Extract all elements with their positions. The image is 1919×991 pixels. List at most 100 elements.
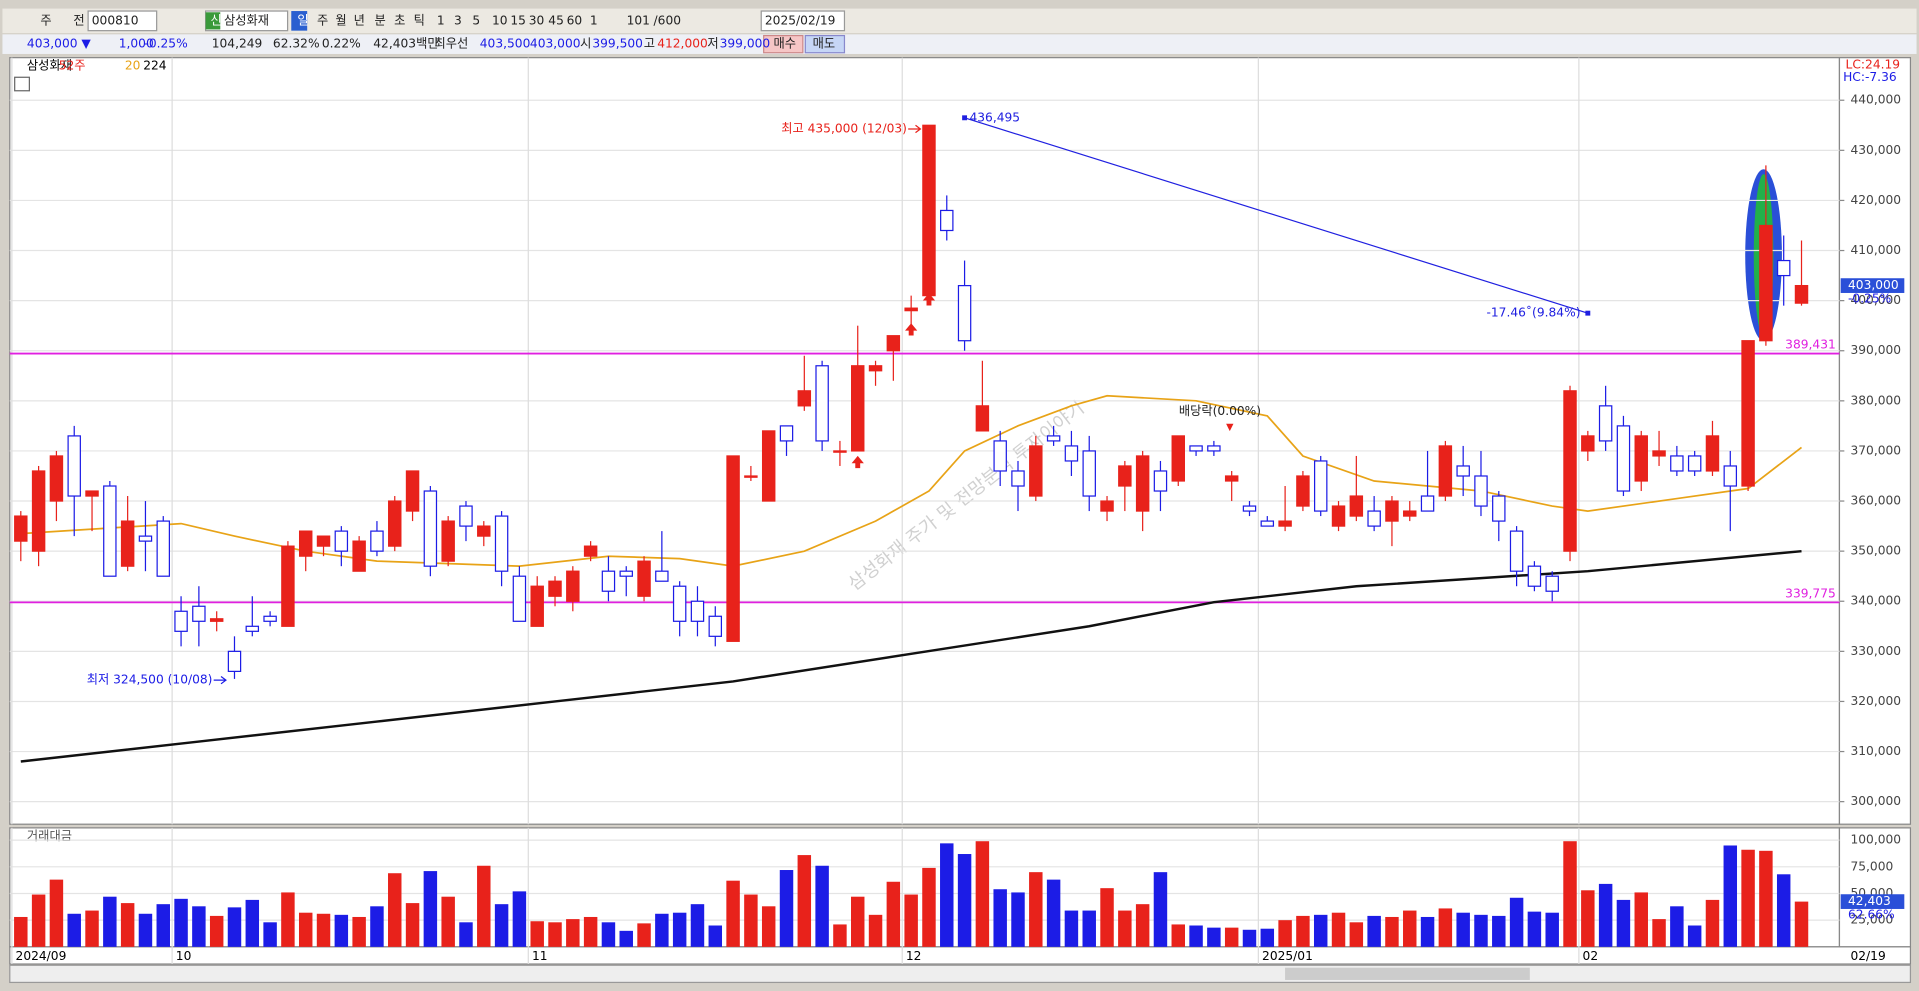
lc-label: LC:24.19 — [1846, 57, 1901, 71]
quote-item: 403,000 ▼ — [27, 37, 91, 51]
volume-bar — [1064, 910, 1079, 947]
candle-body — [174, 610, 188, 632]
toolbar-item: 주 — [40, 13, 51, 27]
candle-body — [1064, 445, 1079, 462]
volume-bar — [1456, 912, 1470, 947]
y-tick-label: 300,000 — [1850, 794, 1901, 808]
price-axis — [1838, 57, 1912, 825]
candle-body — [1563, 390, 1577, 552]
volume-bar — [405, 903, 420, 947]
scrollbar[interactable] — [9, 964, 1912, 984]
candle-body — [1492, 495, 1506, 522]
candle-body — [993, 440, 1007, 472]
candle-body — [459, 505, 473, 527]
volume-bar — [566, 919, 580, 947]
candle-body — [1207, 445, 1221, 452]
volume-tick-label: 75,000 — [1850, 859, 1893, 873]
quote-item: 403,000 — [530, 37, 581, 51]
candle-body — [156, 520, 170, 577]
date-box[interactable] — [760, 10, 846, 32]
quote-item: 403,500 — [480, 37, 531, 51]
candle-body — [103, 485, 117, 577]
toolbar-item: 10 — [492, 13, 508, 27]
candle-body — [388, 500, 402, 547]
annotation-arrow — [908, 124, 922, 134]
candle-body — [138, 535, 153, 542]
quote-item: 104,249 — [212, 37, 263, 51]
trend-end-label: -17.46˚(9.84%) — [1486, 305, 1580, 320]
volume-bar — [1082, 910, 1096, 947]
y-tick-label: 370,000 — [1850, 443, 1901, 457]
y-tick-label: 390,000 — [1850, 343, 1901, 357]
volume-bar — [1563, 841, 1577, 947]
candle-body — [245, 625, 260, 632]
toolbar-item: 15 — [510, 13, 526, 27]
candle-body — [1474, 475, 1488, 507]
sell-button[interactable] — [804, 34, 846, 54]
volume-bar — [1100, 888, 1114, 947]
quote-item: 412,000 — [657, 37, 708, 51]
quote-item: 1,000 — [119, 37, 154, 51]
event-arrow — [905, 323, 918, 336]
last-date: 02/19 — [1850, 949, 1885, 963]
candle-body — [1776, 259, 1791, 277]
toolbar — [2, 8, 1917, 34]
volume-bar — [14, 916, 28, 947]
candle-body — [1616, 425, 1631, 492]
panel-icon[interactable] — [14, 76, 30, 92]
candle-body — [1527, 565, 1542, 587]
toolbar-item: 60 — [567, 13, 583, 27]
code-box[interactable] — [87, 10, 158, 32]
volume-bar — [1153, 872, 1168, 947]
x-tick-label: 10 — [176, 949, 192, 963]
candle-body — [619, 570, 633, 577]
period-active[interactable] — [291, 11, 308, 31]
quote-item: 저 — [707, 37, 718, 51]
volume-bar — [209, 915, 224, 947]
volume-bar — [1527, 911, 1542, 947]
y-tick-label: 360,000 — [1850, 494, 1901, 508]
volume-bar — [726, 880, 740, 947]
candle-body — [120, 520, 135, 567]
candle-body — [281, 545, 295, 627]
volume-bar — [263, 922, 277, 947]
candle-body — [192, 605, 206, 622]
volume-bar — [1492, 915, 1506, 947]
volume-bar — [1331, 912, 1346, 947]
candle-body — [1331, 505, 1346, 527]
toolbar-item: 000810 — [92, 13, 139, 27]
volume-bar — [1598, 883, 1613, 947]
candle-body — [708, 615, 723, 637]
x-tick-label: 12 — [906, 949, 922, 963]
scroll-thumb[interactable] — [1285, 967, 1530, 980]
volume-bar — [245, 899, 260, 947]
toolbar-item: /600 — [654, 13, 681, 27]
candle-body — [31, 470, 46, 552]
volume-bar — [1705, 899, 1720, 947]
x-tick-label: 11 — [532, 949, 548, 963]
volume-bar — [1135, 904, 1150, 947]
volume-bar — [156, 904, 170, 947]
candle-body — [886, 335, 901, 352]
volume-bar — [1403, 910, 1417, 947]
y-tick-label: 330,000 — [1850, 644, 1901, 658]
candle-body — [868, 365, 883, 372]
y-tick-label: 430,000 — [1850, 143, 1901, 157]
annotation: 최고 435,000 (12/03) — [781, 121, 907, 135]
volume-bar — [316, 913, 331, 947]
volume-bar — [548, 922, 562, 947]
buy-button[interactable] — [763, 34, 804, 54]
candle-body — [1046, 435, 1061, 442]
volume-bar — [993, 889, 1007, 947]
legend-ma224: 224 — [143, 59, 167, 73]
y-tick-label: 420,000 — [1850, 193, 1901, 207]
candle-body — [49, 455, 64, 502]
volume-bar — [1029, 872, 1043, 947]
volume-bar — [833, 924, 847, 947]
volume-bar — [1723, 845, 1738, 947]
volume-bar — [1438, 908, 1453, 947]
volume-bar — [494, 904, 509, 947]
quote-item: -0.25% — [144, 37, 187, 51]
volume-bar — [708, 925, 723, 947]
quote-item: 매수 — [773, 37, 796, 51]
